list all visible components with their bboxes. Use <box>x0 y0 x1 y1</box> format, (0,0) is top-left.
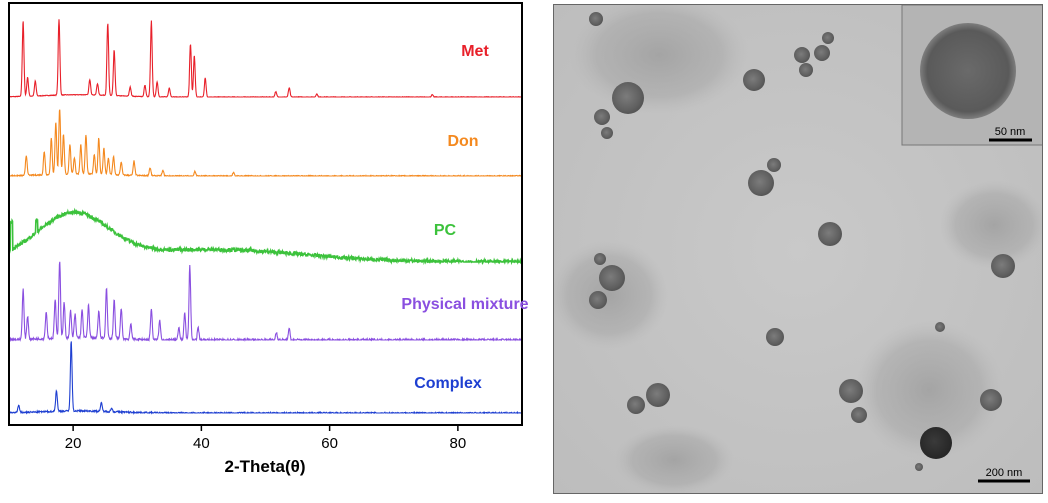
nanoparticle <box>920 427 952 459</box>
series-line-complex <box>8 341 523 415</box>
nanoparticle <box>767 158 781 172</box>
nanoparticle <box>748 170 774 196</box>
nanoparticle <box>594 109 610 125</box>
nanoparticle <box>839 379 863 403</box>
xrd-traces <box>8 19 523 415</box>
nanoparticle <box>589 12 603 26</box>
nanoparticle <box>594 253 606 265</box>
nanoparticle <box>818 222 842 246</box>
series-label-pc: PC <box>434 222 457 239</box>
x-tick-label: 60 <box>321 435 338 452</box>
tem-particles <box>589 12 1015 471</box>
nanoparticle <box>627 396 645 414</box>
tem-svg: 50 nm 200 nm <box>554 5 1042 493</box>
inset-nanoparticle <box>920 23 1016 119</box>
tem-blobs <box>554 5 1042 493</box>
x-tick-label: 80 <box>450 435 467 452</box>
scale-label: 200 nm <box>986 467 1023 479</box>
nanoparticle <box>589 291 607 309</box>
series-labels: Met Don PC Physical mixture Complex <box>401 43 528 392</box>
nanoparticle <box>612 82 644 114</box>
nanoparticle <box>935 322 945 332</box>
series-label-complex: Complex <box>414 375 482 392</box>
nanoparticle <box>599 265 625 291</box>
series-line-don <box>8 109 523 178</box>
series-line-physical-mixture <box>8 261 523 343</box>
series-label-don: Don <box>447 133 478 150</box>
x-tick-label: 20 <box>65 435 82 452</box>
nanoparticle <box>646 383 670 407</box>
x-axis-title: 2-Theta(θ) <box>225 457 306 476</box>
series-label-met: Met <box>461 43 489 60</box>
series-label-physical-mixture: Physical mixture <box>401 296 528 313</box>
nanoparticle <box>601 127 613 139</box>
nanoparticle <box>794 47 810 63</box>
nanoparticle <box>766 328 784 346</box>
nanoparticle <box>822 32 834 44</box>
plot-frame <box>8 2 523 426</box>
nanoparticle <box>991 254 1015 278</box>
series-line-met <box>8 19 523 98</box>
xrd-svg: 20 40 60 80 Met Don PC Physical mixture Complex… <box>8 2 529 476</box>
nanoparticle <box>980 389 1002 411</box>
tem-inset: 50 nm <box>901 5 1042 146</box>
nanoparticle <box>915 463 923 471</box>
nanoparticle <box>743 69 765 91</box>
x-axis: 20 40 60 80 <box>65 425 466 452</box>
tem-image: 50 nm 200 nm <box>553 4 1043 494</box>
series-line-pc <box>8 207 523 266</box>
xrd-chart: 20 40 60 80 Met Don PC Physical mixture Complex… <box>8 2 529 476</box>
x-tick-label: 40 <box>193 435 210 452</box>
nanoparticle <box>851 407 867 423</box>
nanoparticle <box>799 63 813 77</box>
inset-scale-label: 50 nm <box>995 126 1026 138</box>
nanoparticle <box>814 45 830 61</box>
